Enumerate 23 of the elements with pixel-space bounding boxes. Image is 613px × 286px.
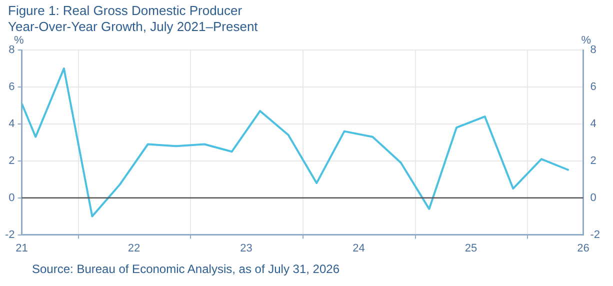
y-tick-label: -2 — [5, 228, 15, 241]
x-tick-label: 25 — [464, 242, 478, 254]
y-tick-label: 6 — [8, 80, 15, 93]
y2-axis-title: % — [581, 34, 592, 47]
y2-tick-label: -2 — [590, 228, 600, 241]
x-tick-label: 26 — [577, 242, 590, 254]
chart-title: Figure 1: Real Gross Domestic Producer — [8, 3, 244, 19]
y2-tick-label: 0 — [590, 192, 596, 204]
y-tick-label: 0 — [8, 192, 15, 204]
y2-tick-label: 2 — [590, 154, 596, 167]
y-axis-title: % — [14, 34, 24, 47]
chart-subtitle: Year-Over-Year Growth, July 2021–Present — [8, 19, 258, 35]
y2-tick-label: 6 — [590, 80, 596, 93]
x-tick-label: 22 — [128, 242, 140, 254]
source-note: Source: Bureau of Economic Analysis, as of July 31, 2026 — [32, 262, 340, 276]
x-tick-label: 21 — [16, 242, 28, 254]
x-tick-label: 23 — [240, 242, 252, 254]
y2-tick-label: 8 — [590, 44, 596, 56]
y2-tick-label: 4 — [590, 118, 596, 130]
y-tick-label: 2 — [8, 154, 15, 167]
y-tick-label: 8 — [8, 44, 15, 56]
x-tick-label: 24 — [352, 242, 365, 254]
y-tick-label: 4 — [8, 118, 15, 130]
